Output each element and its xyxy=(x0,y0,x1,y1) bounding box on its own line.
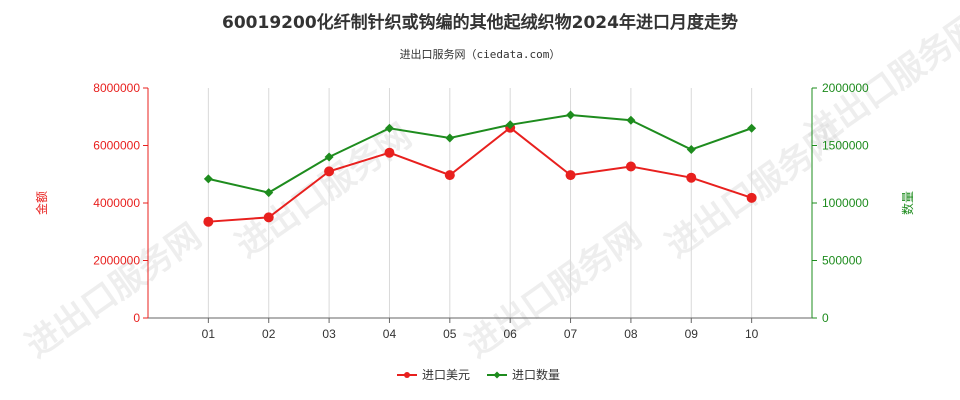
data-point xyxy=(626,115,636,125)
legend-marker xyxy=(404,372,410,378)
legend-marker xyxy=(493,371,501,379)
data-point xyxy=(263,212,274,223)
right-tick-label: 0 xyxy=(822,311,829,325)
data-point xyxy=(384,147,395,158)
data-point xyxy=(746,192,757,203)
data-point xyxy=(324,166,335,177)
right-tick-label: 1500000 xyxy=(822,139,869,153)
data-point xyxy=(324,152,334,162)
data-point xyxy=(686,172,697,183)
left-tick-label: 2000000 xyxy=(93,254,140,268)
x-tick-label: 05 xyxy=(443,327,457,341)
watermark-text: 进出口服务网 xyxy=(19,216,209,366)
watermark-text: 进出口服务网 xyxy=(459,216,649,366)
left-tick-label: 6000000 xyxy=(93,139,140,153)
right-tick-label: 2000000 xyxy=(822,81,869,95)
legend-label: 进口数量 xyxy=(512,367,560,382)
data-point xyxy=(566,110,576,120)
left-axis-title: 金额 xyxy=(34,191,49,215)
data-point xyxy=(444,170,455,181)
series-layer xyxy=(203,110,757,227)
x-tick-label: 03 xyxy=(322,327,336,341)
x-tick-label: 02 xyxy=(262,327,276,341)
data-point xyxy=(505,120,515,130)
data-point xyxy=(384,123,394,133)
series-line-2 xyxy=(208,114,752,194)
right-tick-label: 1000000 xyxy=(822,196,869,210)
x-tick-label: 08 xyxy=(624,327,638,341)
data-point xyxy=(625,161,636,172)
x-tick-label: 07 xyxy=(564,327,578,341)
axes-layer: 0 2000000 4000000 6000000 8000000 0 500000 1000… xyxy=(34,81,915,341)
right-tick-label: 500000 xyxy=(822,254,862,268)
x-tick-label: 01 xyxy=(202,327,216,341)
data-point xyxy=(445,133,455,143)
chart-title: 60019200化纤制针织或钩编的其他起绒织物2024年进口月度走势 xyxy=(222,13,738,33)
x-tick-label: 04 xyxy=(383,327,397,341)
data-point xyxy=(203,174,213,184)
data-point xyxy=(264,188,274,198)
x-tick-label: 09 xyxy=(685,327,699,341)
data-point xyxy=(747,123,757,133)
series-line-1 xyxy=(208,126,752,223)
legend-label: 进口美元 xyxy=(422,368,470,382)
x-tick-label: 06 xyxy=(504,327,518,341)
chart-subtitle: 进出口服务网（ciedata.com） xyxy=(399,48,561,61)
legend: 进口美元 进口数量 xyxy=(397,367,560,382)
x-tick-label: 10 xyxy=(745,327,759,341)
data-point xyxy=(203,216,214,227)
left-tick-label: 4000000 xyxy=(93,196,140,210)
right-axis-title: 数量 xyxy=(900,191,915,215)
data-point xyxy=(565,170,576,181)
left-tick-label: 0 xyxy=(133,311,140,325)
data-point xyxy=(686,145,696,155)
left-tick-label: 8000000 xyxy=(93,81,140,95)
